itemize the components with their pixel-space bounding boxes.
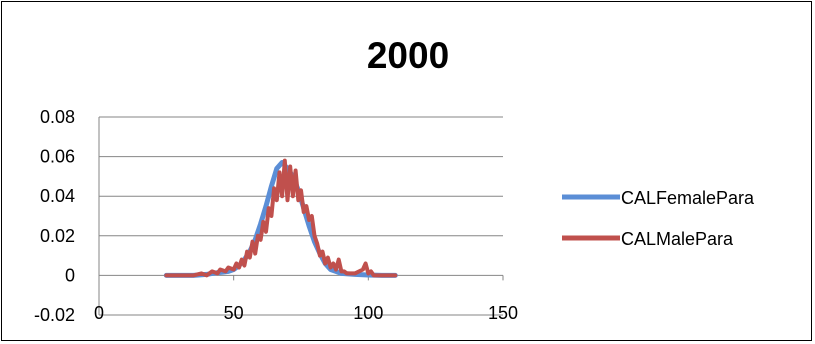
x-tick-label: 50 [224,303,244,323]
y-tick-label: 0.08 [40,107,75,127]
y-tick-label: 0 [65,265,75,285]
x-tick-label: 100 [353,303,383,323]
y-tick-label: 0.02 [40,226,75,246]
y-tick-label: 0.06 [40,147,75,167]
legend: CALFemalePara CALMalePara [562,188,755,249]
series-line-2 [164,158,398,278]
gridlines [99,116,503,316]
axes: -0.02 0 0.02 0.04 0.06 0.08 0 50 100 150 [34,107,518,325]
x-tick-label: 150 [488,303,518,323]
y-tick-label: 0.04 [40,186,75,206]
chart-title: 2000 [367,35,449,76]
series-lines [163,158,398,278]
legend-label: CALFemalePara [621,188,755,208]
legend-label: CALMalePara [621,229,734,249]
x-tick-label: 0 [94,303,104,323]
y-tick-label: -0.02 [34,305,75,325]
